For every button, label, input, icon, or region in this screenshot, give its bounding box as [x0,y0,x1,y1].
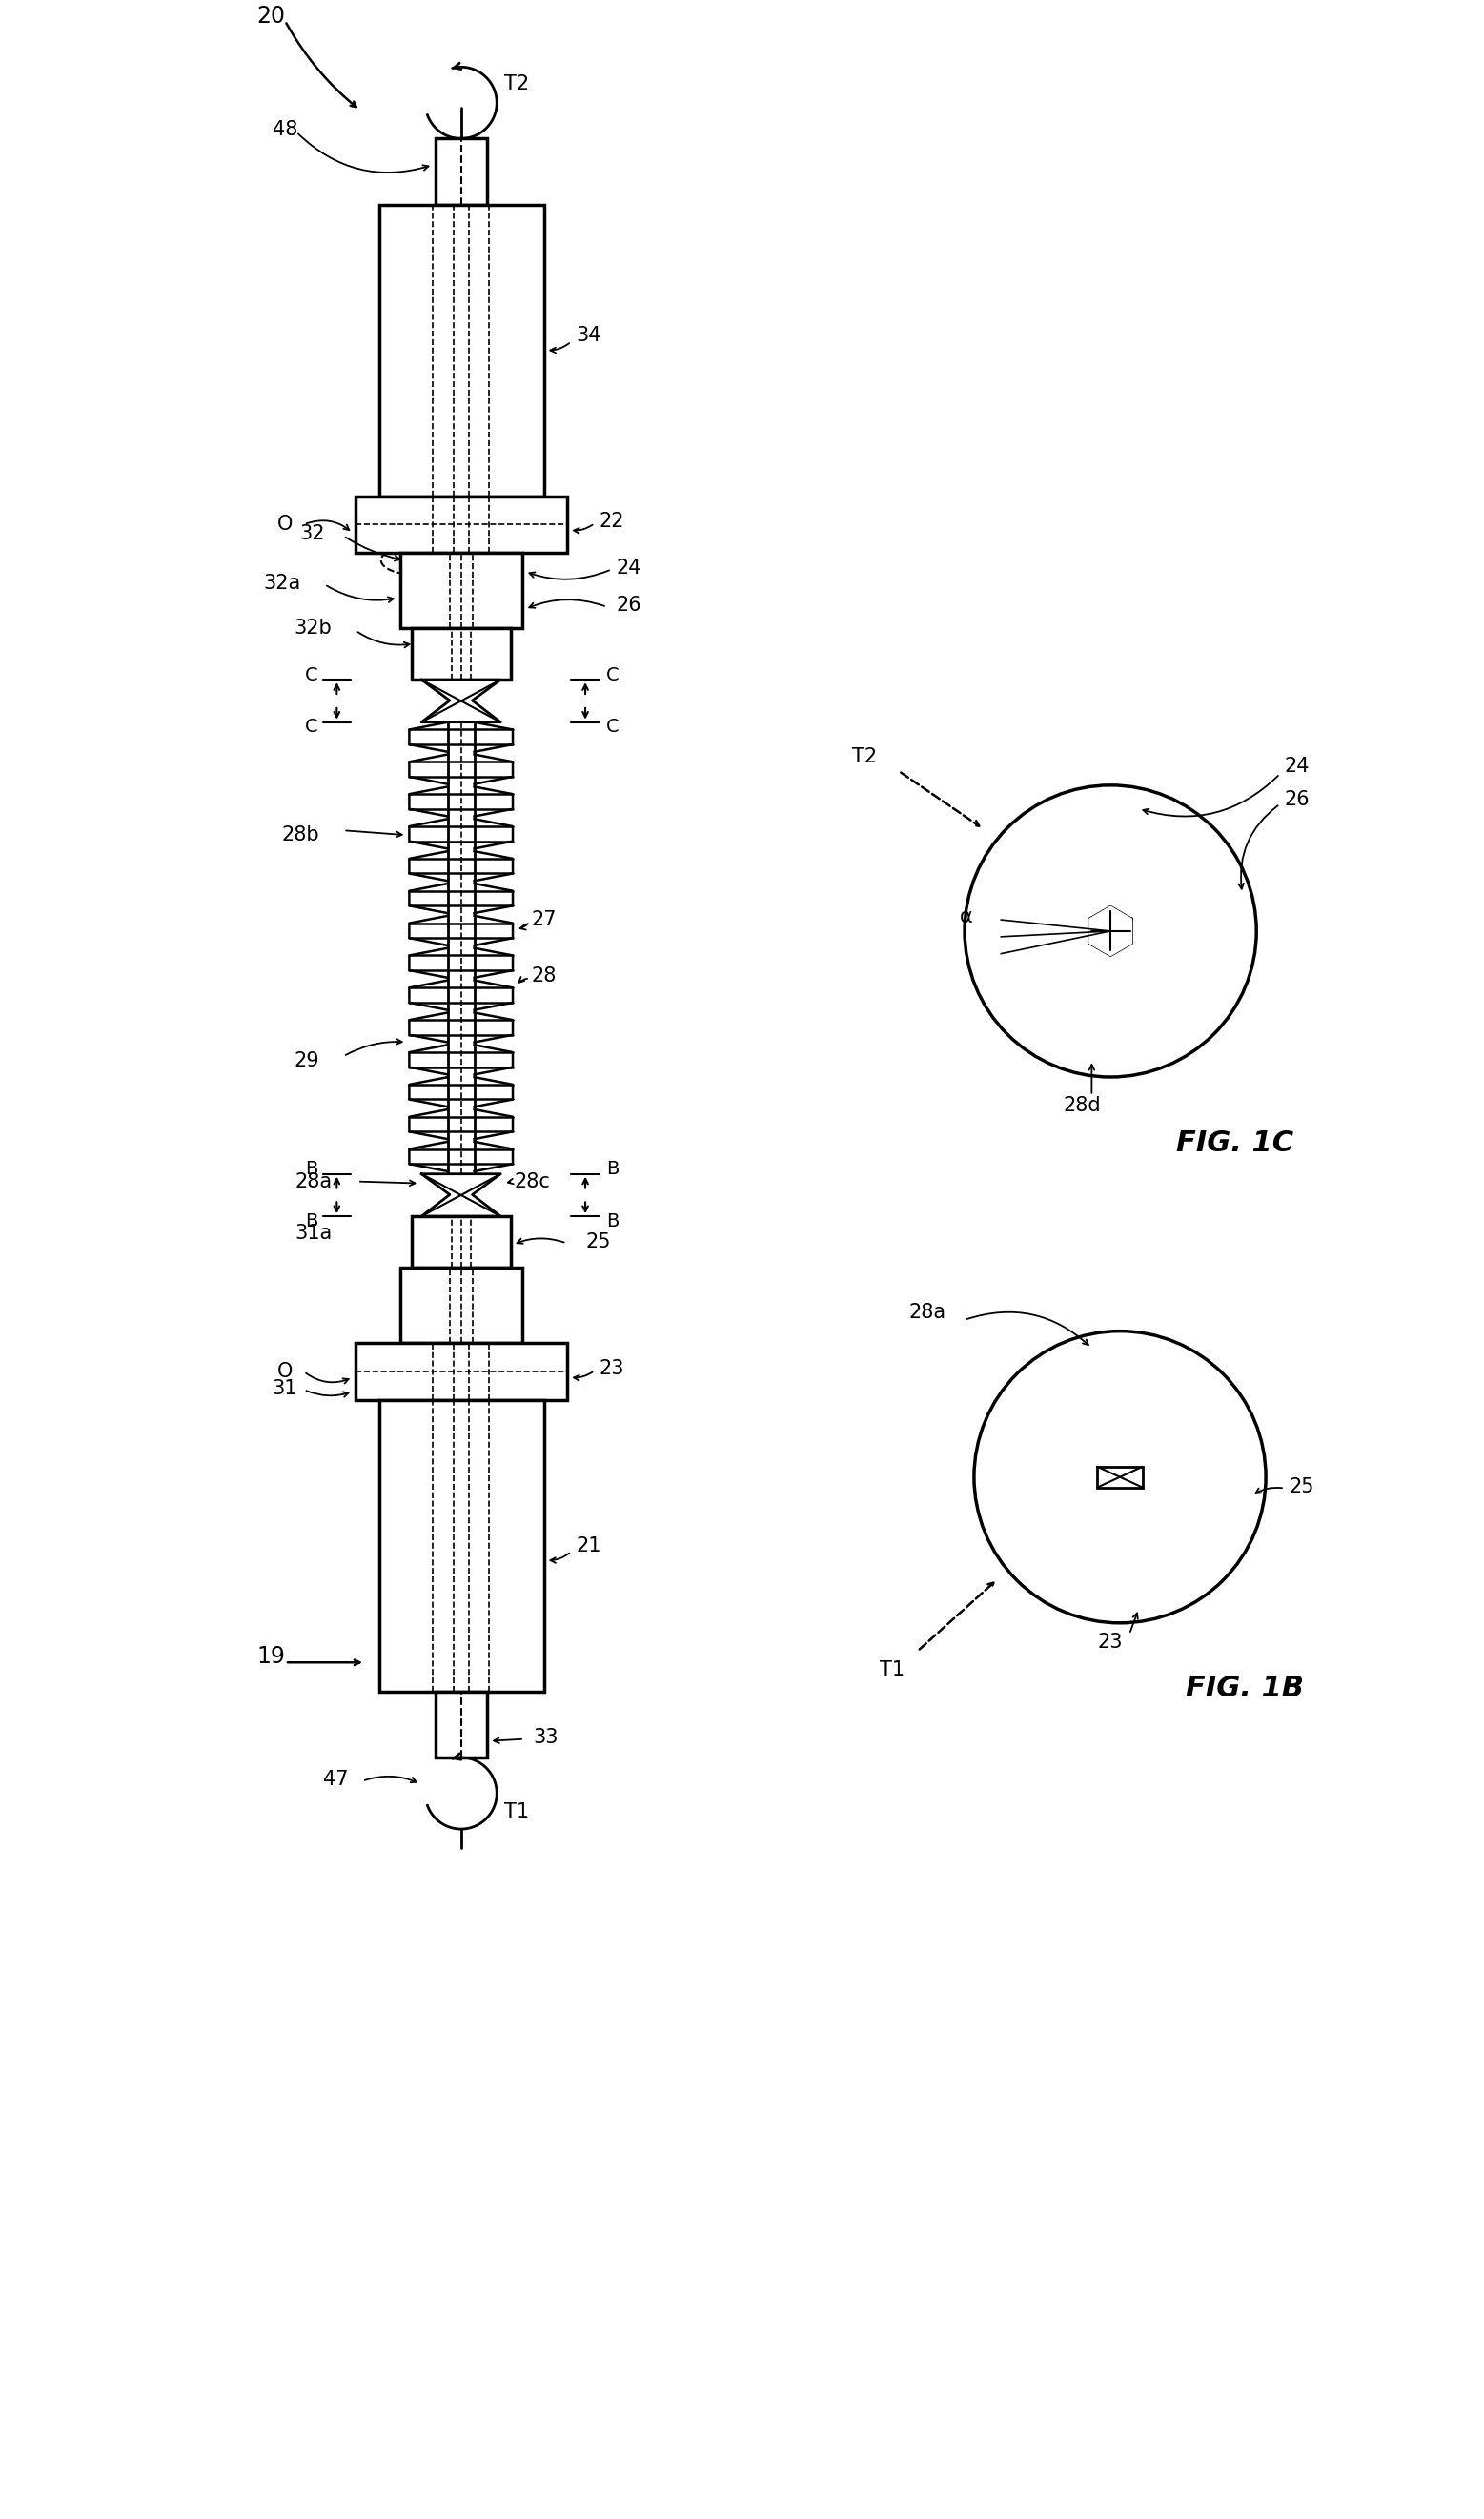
Text: 20: 20 [257,5,285,28]
Bar [413,627,510,680]
Text: 23: 23 [600,1360,625,1378]
Text: 31: 31 [273,1378,298,1398]
Text: T2: T2 [852,748,877,766]
Text: 28b: 28b [282,826,321,844]
Text: T1: T1 [880,1660,905,1680]
Text: C: C [605,665,619,685]
Text: 24: 24 [1285,756,1310,776]
Text: C: C [306,718,318,736]
Text: B: B [605,1212,619,1229]
Bar [378,204,543,496]
Bar [356,496,567,552]
Polygon shape [421,1174,500,1217]
Bar [413,1217,510,1267]
Text: 28d: 28d [1064,1096,1101,1116]
Circle shape [965,786,1257,1078]
Text: 47: 47 [324,1771,349,1788]
Circle shape [974,1330,1266,1622]
Text: C: C [306,665,318,685]
Text: 25: 25 [1290,1476,1315,1496]
Text: 33: 33 [534,1728,559,1748]
Text: 48: 48 [273,121,298,139]
Bar [399,1267,522,1343]
Text: 32a: 32a [264,574,301,592]
Text: 25: 25 [585,1232,610,1252]
Polygon shape [421,680,500,723]
Text: B: B [306,1161,318,1179]
Bar [399,552,522,627]
Text: α: α [960,907,974,927]
Text: 28a: 28a [295,1171,332,1191]
Text: 28c: 28c [515,1171,551,1191]
Text: 28: 28 [531,967,556,985]
Text: 32: 32 [300,524,325,544]
Bar [1097,1466,1143,1486]
Text: 23: 23 [1098,1632,1123,1652]
Text: 26: 26 [616,597,641,615]
Text: T1: T1 [505,1804,530,1821]
Bar [356,1343,567,1401]
Polygon shape [1089,907,1132,955]
Text: 29: 29 [294,1050,321,1071]
Text: 22: 22 [600,511,625,532]
Text: 24: 24 [616,559,641,577]
Text: C: C [605,718,619,736]
Text: 27: 27 [531,909,556,930]
Text: T2: T2 [505,76,530,93]
Text: 21: 21 [576,1537,601,1554]
Text: 26: 26 [1285,791,1310,809]
Text: FIG. 1B: FIG. 1B [1186,1675,1304,1703]
Text: 34: 34 [576,327,601,345]
Text: 31a: 31a [295,1224,332,1242]
Text: B: B [605,1161,619,1179]
Text: B: B [306,1212,318,1229]
Text: O: O [278,1363,292,1380]
Text: 19: 19 [257,1645,285,1668]
Bar [378,1401,543,1693]
Bar [436,1693,487,1758]
Bar [436,139,487,204]
Text: 28a: 28a [908,1302,945,1322]
Text: 32b: 32b [294,620,332,637]
Text: FIG. 1C: FIG. 1C [1177,1129,1294,1156]
Text: O: O [278,514,292,534]
